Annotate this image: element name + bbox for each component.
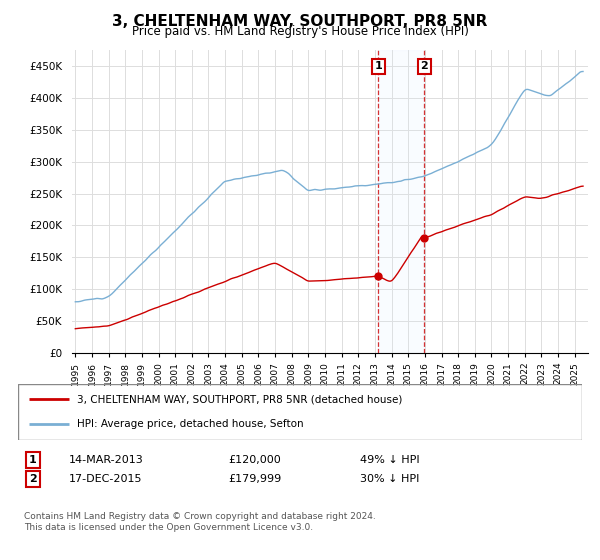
Text: 3, CHELTENHAM WAY, SOUTHPORT, PR8 5NR (detached house): 3, CHELTENHAM WAY, SOUTHPORT, PR8 5NR (d… xyxy=(77,394,403,404)
Text: 17-DEC-2015: 17-DEC-2015 xyxy=(69,474,143,484)
Text: 14-MAR-2013: 14-MAR-2013 xyxy=(69,455,144,465)
Text: £120,000: £120,000 xyxy=(228,455,281,465)
Text: Contains HM Land Registry data © Crown copyright and database right 2024.
This d: Contains HM Land Registry data © Crown c… xyxy=(24,512,376,532)
Text: 3, CHELTENHAM WAY, SOUTHPORT, PR8 5NR: 3, CHELTENHAM WAY, SOUTHPORT, PR8 5NR xyxy=(112,14,488,29)
Text: Price paid vs. HM Land Registry's House Price Index (HPI): Price paid vs. HM Land Registry's House … xyxy=(131,25,469,38)
Text: 49% ↓ HPI: 49% ↓ HPI xyxy=(360,455,419,465)
Text: £179,999: £179,999 xyxy=(228,474,281,484)
Text: 30% ↓ HPI: 30% ↓ HPI xyxy=(360,474,419,484)
Text: 2: 2 xyxy=(421,61,428,71)
Bar xyxy=(378,50,424,353)
Text: 1: 1 xyxy=(29,455,37,465)
Text: HPI: Average price, detached house, Sefton: HPI: Average price, detached house, Seft… xyxy=(77,419,304,429)
Text: 1: 1 xyxy=(374,61,382,71)
Text: 2: 2 xyxy=(29,474,37,484)
